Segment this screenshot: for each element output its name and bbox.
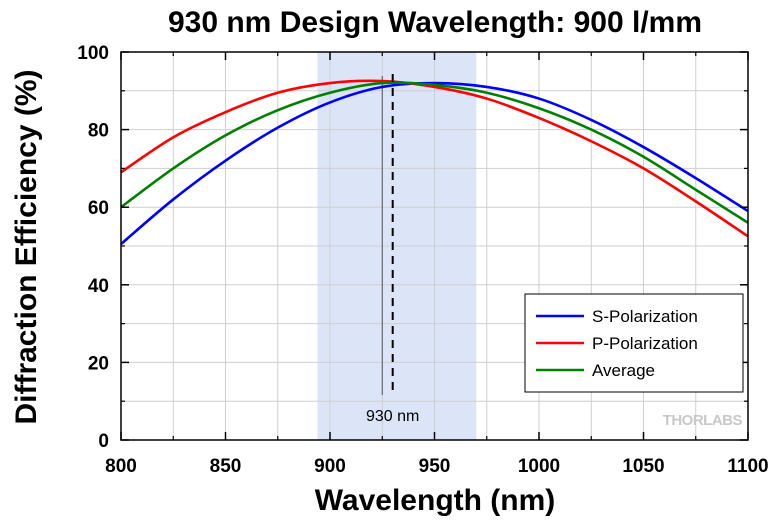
- y-tick-labels: 0 20 40 60 80 100: [77, 43, 109, 452]
- y-tick-label: 40: [88, 276, 109, 297]
- series-line-p-polarization: [120, 79, 749, 238]
- x-tick-label: 850: [210, 456, 242, 477]
- legend-label: S-Polarization: [592, 307, 698, 326]
- x-tick-label: 950: [419, 456, 451, 477]
- legend: S-Polarization P-Polarization Average: [524, 293, 744, 393]
- x-tick-label: 1050: [622, 456, 664, 477]
- y-tick-label: 100: [77, 43, 109, 64]
- axis-ticks: [120, 51, 749, 441]
- legend-label: P-Polarization: [592, 334, 698, 353]
- y-tick-label: 20: [88, 353, 109, 374]
- x-tick-labels: 800 850 900 950 1000 1050 1100: [105, 456, 768, 477]
- x-axis-title: Wavelength (nm): [315, 484, 556, 517]
- y-tick-label: 0: [98, 431, 109, 452]
- thorlabs-logo: THORLABS: [663, 412, 743, 429]
- y-tick-label: 60: [88, 198, 109, 219]
- x-tick-label: 1000: [518, 456, 560, 477]
- x-tick-label: 800: [105, 456, 137, 477]
- x-tick-label: 900: [314, 456, 346, 477]
- series-group: [120, 79, 749, 246]
- x-tick-label: 1100: [727, 456, 768, 477]
- y-axis-title: Diffraction Efficiency (%): [10, 69, 43, 424]
- design-wavelength-label: 930 nm: [366, 408, 419, 425]
- series-line-s-polarization: [120, 81, 749, 246]
- legend-label: Average: [592, 361, 655, 380]
- series-line-average: [120, 81, 749, 224]
- chart-title: 930 nm Design Wavelength: 900 l/mm: [168, 6, 702, 39]
- y-tick-label: 80: [88, 121, 109, 142]
